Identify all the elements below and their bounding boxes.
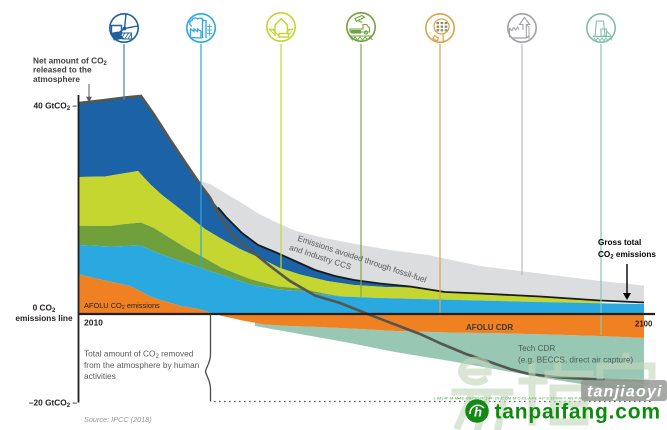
svg-text:tanpaifang.com: tanpaifang.com — [495, 401, 661, 424]
svg-text:Net amount of CO2: Net amount of CO2 — [33, 56, 108, 67]
svg-text:AFOLU CO2 emissions: AFOLU CO2 emissions — [84, 301, 160, 311]
svg-text:Source: IPCC (2018): Source: IPCC (2018) — [84, 415, 152, 424]
svg-text:2010: 2010 — [84, 318, 103, 328]
svg-text:Total amount of CO2 removed: Total amount of CO2 removed — [84, 349, 194, 360]
svg-text:atmosphere: atmosphere — [33, 74, 80, 84]
svg-text:from the atmosphere by human: from the atmosphere by human — [84, 360, 200, 370]
svg-text:tanjiaoyi: tanjiaoyi — [587, 384, 663, 401]
svg-text:CO2 emissions: CO2 emissions — [598, 250, 656, 260]
svg-text:0 CO2: 0 CO2 — [33, 303, 56, 314]
svg-text:40 GtCO2 –: 40 GtCO2 – — [34, 101, 78, 112]
svg-text:·|·(M)·4F·M·M•4E·O9·OM·M·:|·4F: ·|·(M)·4F·M·M•4E·O9·OM·M·:|·4F·1N·C·OM·M… — [433, 396, 621, 401]
svg-text:h: h — [474, 405, 482, 420]
svg-text:2100: 2100 — [635, 320, 653, 329]
svg-text:Tech CDR: Tech CDR — [518, 344, 555, 353]
svg-text:activities: activities — [84, 371, 116, 381]
svg-text:(e.g. BECCS, direct air captur: (e.g. BECCS, direct air capture) — [518, 356, 633, 365]
svg-text:AFOLU CDR: AFOLU CDR — [466, 323, 513, 332]
svg-text:emissions line: emissions line — [15, 313, 73, 323]
svg-text:–20 GtCO2 –: –20 GtCO2 – — [29, 398, 77, 409]
svg-text:Gross total: Gross total — [598, 238, 641, 247]
svg-text:released to the: released to the — [33, 65, 92, 75]
